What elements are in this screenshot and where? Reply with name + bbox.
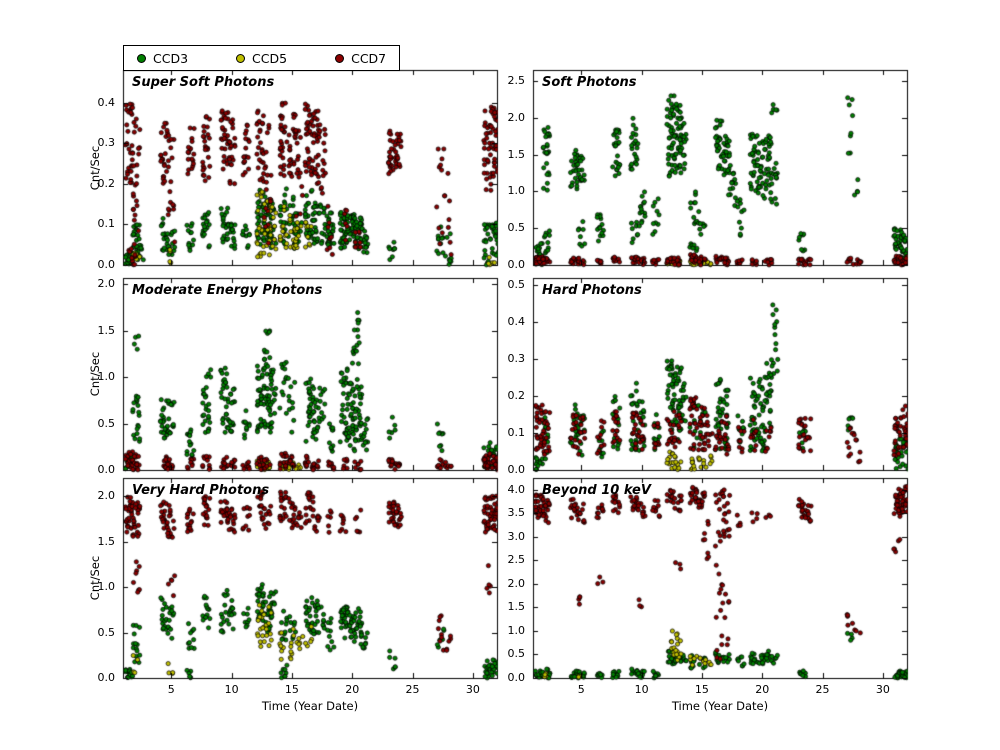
legend-item-ccd5: CCD5	[236, 51, 287, 66]
ccd5-marker-icon	[236, 53, 246, 63]
ccd3-marker-icon	[137, 53, 146, 63]
legend-item-ccd3: CCD3	[137, 51, 188, 66]
legend-label-ccd7: CCD7	[351, 50, 387, 66]
legend-label-ccd3: CCD3	[153, 50, 189, 66]
legend: CCD3 CCD5 CCD7	[123, 45, 401, 71]
ccd7-marker-icon	[335, 53, 345, 63]
legend-label-ccd5: CCD5	[252, 50, 288, 66]
legend-item-ccd7: CCD7	[335, 51, 386, 66]
